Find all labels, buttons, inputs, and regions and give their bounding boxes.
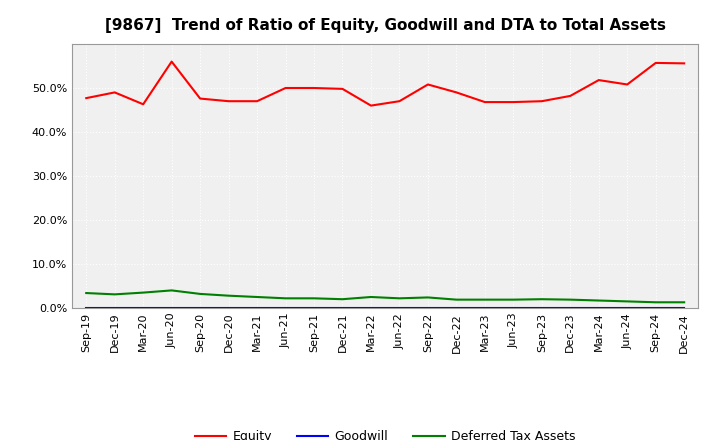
Goodwill: [480, 305, 489, 311]
Deferred Tax Assets: [595, 298, 603, 303]
Equity: [652, 60, 660, 66]
Equity: [338, 86, 347, 92]
Equity: [595, 77, 603, 83]
Equity: [110, 90, 119, 95]
Title: [9867]  Trend of Ratio of Equity, Goodwill and DTA to Total Assets: [9867] Trend of Ratio of Equity, Goodwil…: [104, 18, 666, 33]
Equity: [282, 85, 290, 91]
Legend: Equity, Goodwill, Deferred Tax Assets: Equity, Goodwill, Deferred Tax Assets: [190, 425, 580, 440]
Equity: [680, 61, 688, 66]
Deferred Tax Assets: [566, 297, 575, 302]
Equity: [225, 99, 233, 104]
Goodwill: [310, 305, 318, 311]
Goodwill: [566, 305, 575, 311]
Deferred Tax Assets: [623, 299, 631, 304]
Goodwill: [395, 305, 404, 311]
Deferred Tax Assets: [310, 296, 318, 301]
Goodwill: [623, 305, 631, 311]
Goodwill: [509, 305, 518, 311]
Goodwill: [82, 305, 91, 311]
Line: Deferred Tax Assets: Deferred Tax Assets: [86, 290, 684, 302]
Line: Equity: Equity: [86, 62, 684, 106]
Goodwill: [652, 305, 660, 311]
Deferred Tax Assets: [423, 295, 432, 300]
Goodwill: [366, 305, 375, 311]
Goodwill: [253, 305, 261, 311]
Deferred Tax Assets: [395, 296, 404, 301]
Goodwill: [537, 305, 546, 311]
Equity: [395, 99, 404, 104]
Goodwill: [680, 305, 688, 311]
Equity: [566, 93, 575, 99]
Equity: [253, 99, 261, 104]
Equity: [82, 95, 91, 101]
Deferred Tax Assets: [253, 294, 261, 300]
Deferred Tax Assets: [282, 296, 290, 301]
Equity: [196, 96, 204, 101]
Deferred Tax Assets: [509, 297, 518, 302]
Equity: [167, 59, 176, 64]
Equity: [366, 103, 375, 108]
Deferred Tax Assets: [452, 297, 461, 302]
Deferred Tax Assets: [82, 290, 91, 296]
Equity: [509, 99, 518, 105]
Goodwill: [282, 305, 290, 311]
Equity: [537, 99, 546, 104]
Equity: [139, 102, 148, 107]
Goodwill: [338, 305, 347, 311]
Deferred Tax Assets: [338, 297, 347, 302]
Deferred Tax Assets: [167, 288, 176, 293]
Goodwill: [110, 305, 119, 311]
Goodwill: [452, 305, 461, 311]
Equity: [310, 85, 318, 91]
Deferred Tax Assets: [537, 297, 546, 302]
Equity: [423, 82, 432, 87]
Goodwill: [139, 305, 148, 311]
Deferred Tax Assets: [366, 294, 375, 300]
Deferred Tax Assets: [680, 300, 688, 305]
Goodwill: [423, 305, 432, 311]
Goodwill: [167, 305, 176, 311]
Goodwill: [196, 305, 204, 311]
Equity: [480, 99, 489, 105]
Equity: [623, 82, 631, 87]
Deferred Tax Assets: [225, 293, 233, 298]
Deferred Tax Assets: [110, 292, 119, 297]
Deferred Tax Assets: [652, 300, 660, 305]
Goodwill: [595, 305, 603, 311]
Goodwill: [225, 305, 233, 311]
Deferred Tax Assets: [480, 297, 489, 302]
Deferred Tax Assets: [196, 291, 204, 297]
Deferred Tax Assets: [139, 290, 148, 295]
Equity: [452, 90, 461, 95]
